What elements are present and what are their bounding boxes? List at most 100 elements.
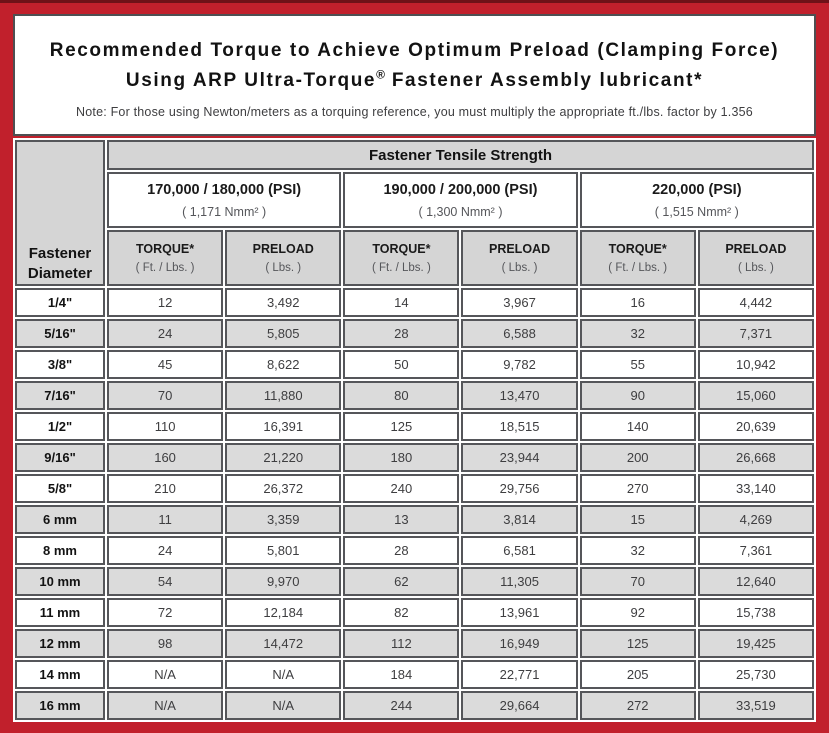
nmm-label: ( 1,171 Nmm² ) (182, 204, 267, 219)
cell-value: 3,967 (461, 288, 578, 317)
cell-value: 7,371 (697, 319, 814, 348)
row-diameter-label: 3/8" (15, 350, 105, 379)
table-row: 1/2" 110 16,391 125 18,515 140 20,639 (15, 412, 814, 441)
psi-group-190-200: 190,000 / 200,000 (PSI) ( 1,300 Nmm² ) (343, 172, 578, 228)
torque-preload-table: Fastener Diameter Fastener Tensile Stren… (13, 138, 816, 722)
cell-value: 12,640 (697, 567, 814, 596)
cell-value: 12,184 (225, 598, 342, 627)
cell-value: 54 (107, 567, 224, 596)
cell-value: 28 (343, 319, 460, 348)
psi-group-220: 220,000 (PSI) ( 1,515 Nmm² ) (579, 172, 814, 228)
table-row: 3/8" 45 8,622 50 9,782 55 10,942 (15, 350, 814, 379)
cell-value: 270 (579, 474, 696, 503)
header-row-psi-groups: 170,000 / 180,000 (PSI) ( 1,171 Nmm² ) 1… (15, 172, 814, 228)
row-diameter-label: 14 mm (15, 660, 105, 689)
cell-value: 11,880 (225, 381, 342, 410)
row-diameter-label: 10 mm (15, 567, 105, 596)
cell-value: 16,949 (461, 629, 578, 658)
table-row: 5/16" 24 5,805 28 6,588 32 7,371 (15, 319, 814, 348)
table-row: 16 mm N/A N/A 244 29,664 272 33,519 (15, 691, 814, 720)
cell-value: 55 (579, 350, 696, 379)
table-row: 11 mm 72 12,184 82 13,961 92 15,738 (15, 598, 814, 627)
cell-value: 180 (343, 443, 460, 472)
cell-value: 15 (579, 505, 696, 534)
table-row: 7/16" 70 11,880 80 13,470 90 15,060 (15, 381, 814, 410)
nmm-label: ( 1,515 Nmm² ) (654, 204, 739, 219)
cell-value: 140 (579, 412, 696, 441)
row-diameter-label: 16 mm (15, 691, 105, 720)
torque-unit: ( Ft. / Lbs. ) (608, 262, 668, 274)
table-row: 14 mm N/A N/A 184 22,771 205 25,730 (15, 660, 814, 689)
table-row: 12 mm 98 14,472 112 16,949 125 19,425 (15, 629, 814, 658)
psi-label: 170,000 / 180,000 (PSI) (147, 181, 302, 198)
table-row: 8 mm 24 5,801 28 6,581 32 7,361 (15, 536, 814, 565)
cell-value: 272 (579, 691, 696, 720)
torque-label: TORQUE* (372, 242, 431, 256)
cell-value: 16,391 (225, 412, 342, 441)
preload-column-header: PRELOAD ( Lbs. ) (461, 230, 578, 286)
row-diameter-label: 11 mm (15, 598, 105, 627)
cell-value: 23,944 (461, 443, 578, 472)
cell-value: 26,668 (697, 443, 814, 472)
cell-value: 11,305 (461, 567, 578, 596)
row-diameter-label: 7/16" (15, 381, 105, 410)
cell-value: 8,622 (225, 350, 342, 379)
torque-unit: ( Ft. / Lbs. ) (371, 262, 431, 274)
row-diameter-label: 1/2" (15, 412, 105, 441)
cell-value: N/A (225, 691, 342, 720)
title-line1: Recommended Torque to Achieve Optimum Pr… (49, 40, 780, 61)
cell-value: 205 (579, 660, 696, 689)
cell-value: 5,805 (225, 319, 342, 348)
cell-value: 14 (343, 288, 460, 317)
cell-value: 9,782 (461, 350, 578, 379)
cell-value: 72 (107, 598, 224, 627)
cell-value: 20,639 (697, 412, 814, 441)
header-row-torque-preload: TORQUE* ( Ft. / Lbs. ) PRELOAD ( Lbs. ) … (15, 230, 814, 286)
cell-value: 82 (343, 598, 460, 627)
cell-value: 70 (107, 381, 224, 410)
row-diameter-label: 1/4" (15, 288, 105, 317)
table-header: Fastener Diameter Fastener Tensile Stren… (15, 140, 814, 286)
row-diameter-label: 6 mm (15, 505, 105, 534)
cell-value: 32 (579, 536, 696, 565)
preload-column-header: PRELOAD ( Lbs. ) (225, 230, 342, 286)
preload-label: PRELOAD (725, 242, 787, 256)
registered-trademark-symbol: ® (376, 67, 385, 82)
torque-column-header: TORQUE* ( Ft. / Lbs. ) (343, 230, 460, 286)
cell-value: 6,581 (461, 536, 578, 565)
cell-value: 28 (343, 536, 460, 565)
torque-column-header: TORQUE* ( Ft. / Lbs. ) (579, 230, 696, 286)
cell-value: 3,492 (225, 288, 342, 317)
cell-value: N/A (107, 660, 224, 689)
cell-value: 6,588 (461, 319, 578, 348)
table-row: 9/16" 160 21,220 180 23,944 200 26,668 (15, 443, 814, 472)
cell-value: 9,970 (225, 567, 342, 596)
title-panel: Recommended Torque to Achieve Optimum Pr… (13, 14, 816, 136)
cell-value: 7,361 (697, 536, 814, 565)
cell-value: 50 (343, 350, 460, 379)
torque-column-header: TORQUE* ( Ft. / Lbs. ) (107, 230, 224, 286)
cell-value: 16 (579, 288, 696, 317)
cell-value: 90 (579, 381, 696, 410)
cell-value: 3,814 (461, 505, 578, 534)
row-diameter-label: 12 mm (15, 629, 105, 658)
preload-unit: ( Lbs. ) (737, 262, 774, 274)
cell-value: 14,472 (225, 629, 342, 658)
cell-value: 13 (343, 505, 460, 534)
cell-value: 110 (107, 412, 224, 441)
cell-value: N/A (225, 660, 342, 689)
note-text: Note: For those using Newton/meters as a… (76, 105, 753, 119)
cell-value: 19,425 (697, 629, 814, 658)
cell-value: 11 (107, 505, 224, 534)
cell-value: 92 (579, 598, 696, 627)
preload-column-header: PRELOAD ( Lbs. ) (697, 230, 814, 286)
table-row: 1/4" 12 3,492 14 3,967 16 4,442 (15, 288, 814, 317)
cell-value: 12 (107, 288, 224, 317)
cell-value: 5,801 (225, 536, 342, 565)
cell-value: 15,060 (697, 381, 814, 410)
cell-value: 80 (343, 381, 460, 410)
cell-value: 200 (579, 443, 696, 472)
cell-value: 15,738 (697, 598, 814, 627)
title-line2-pre: Using ARP Ultra-Torque (125, 70, 377, 91)
